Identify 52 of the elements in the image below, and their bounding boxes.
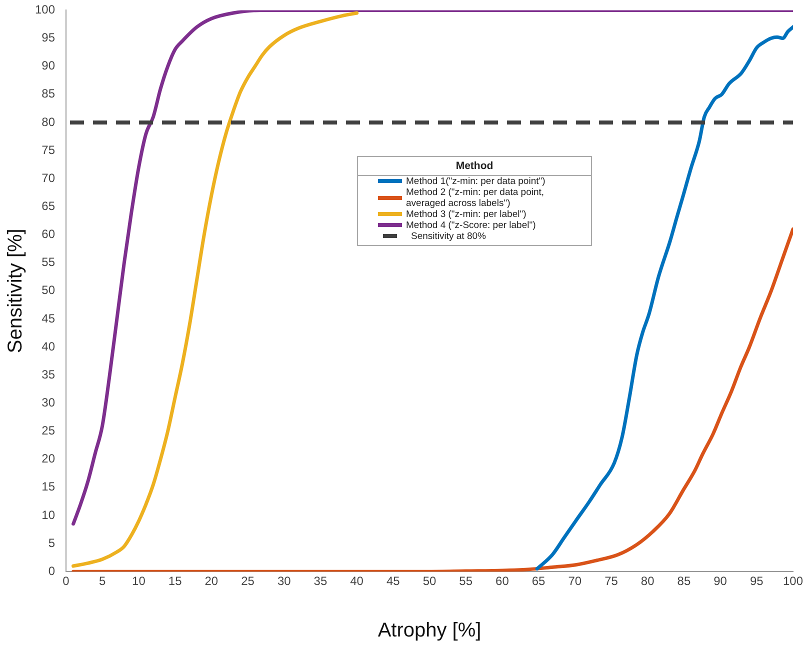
y-tick-label: 10	[42, 508, 56, 522]
x-tick-label: 90	[714, 574, 728, 588]
line-series	[72, 10, 793, 526]
y-axis-title: Sensitivity [%]	[4, 228, 27, 354]
y-tick-label: 30	[42, 395, 56, 410]
y-tick-label: 65	[42, 199, 56, 214]
x-tick-label: 65	[532, 574, 546, 588]
x-tick-label: 70	[568, 574, 582, 588]
y-tick-label: 70	[42, 170, 56, 185]
x-tick-label: 10	[132, 574, 146, 588]
x-tick-label: 40	[350, 574, 364, 588]
y-tick-label: 85	[42, 86, 56, 101]
x-tick-label: 75	[604, 574, 618, 588]
line-series	[72, 11, 359, 568]
x-tick-label: 45	[386, 574, 400, 588]
x-tick-label: 30	[277, 574, 292, 588]
x-tick-label: 20	[204, 574, 218, 588]
legend-label: Method 4 ("z-Score: per label")	[406, 220, 536, 231]
x-tick-label: 0	[62, 574, 70, 588]
x-axis-title: Atrophy [%]	[378, 620, 482, 642]
legend-label: Method 3 ("z-min: per label")	[406, 208, 526, 220]
x-tick-label: 85	[677, 574, 691, 588]
y-tick-label: 50	[42, 283, 56, 298]
x-tick-label: 15	[168, 574, 182, 588]
x-tick-label: 95	[750, 574, 764, 588]
y-tick-label: 0	[48, 564, 56, 578]
x-tick-label: 25	[241, 574, 255, 588]
y-tick-label: 75	[42, 142, 56, 157]
y-tick-label: 55	[42, 255, 56, 270]
y-tick-label: 5	[48, 536, 56, 550]
x-tick-label: 60	[496, 574, 510, 588]
y-tick-label: 25	[42, 424, 56, 438]
x-tick-label: 50	[422, 574, 436, 588]
y-tick-label: 15	[42, 480, 56, 494]
y-tick-label: 90	[42, 58, 56, 73]
y-tick-label: 35	[42, 367, 56, 382]
x-tick-label: 80	[640, 574, 655, 588]
x-tick-label: 35	[314, 574, 328, 588]
y-tick-label: 80	[42, 114, 56, 129]
legend-label: Method 2 ("z-min: per data point, averaged across labels")	[406, 186, 546, 209]
legend-label: Method 1("z-min: per data point")	[406, 176, 546, 187]
y-tick-label: 45	[42, 311, 56, 326]
y-tick-label: 20	[42, 452, 56, 466]
y-tick-label: 100	[34, 2, 56, 17]
legend-label: Sensitivity at 80%	[411, 230, 486, 242]
x-tick-label: 5	[99, 574, 106, 588]
legend-title: Method	[358, 156, 591, 176]
y-tick-label: 60	[42, 227, 56, 242]
x-tick-label: 100	[782, 574, 804, 588]
y-tick-label: 95	[42, 30, 56, 45]
x-tick-label: 55	[459, 574, 473, 588]
y-tick-label: 40	[42, 339, 56, 354]
